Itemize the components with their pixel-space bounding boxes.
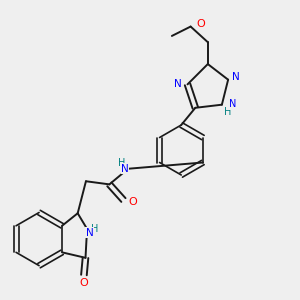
- Text: N: N: [86, 228, 93, 238]
- Text: N: N: [174, 80, 182, 89]
- Text: N: N: [232, 72, 240, 82]
- Text: H: H: [91, 224, 99, 234]
- Text: N: N: [121, 164, 129, 174]
- Text: O: O: [80, 278, 88, 288]
- Text: O: O: [196, 19, 205, 29]
- Text: O: O: [128, 196, 137, 207]
- Text: H: H: [224, 106, 232, 117]
- Text: N: N: [229, 99, 236, 109]
- Text: H: H: [118, 158, 126, 168]
